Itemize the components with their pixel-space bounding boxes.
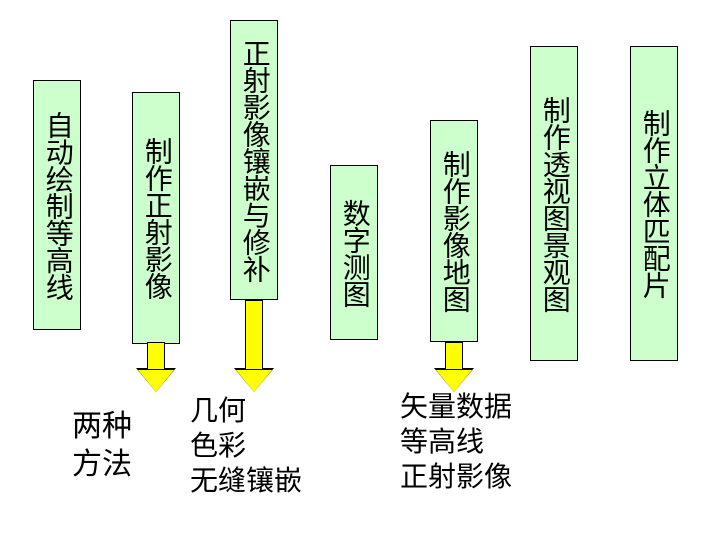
box-perspective: 制作透视图景观图 xyxy=(530,46,578,361)
box-make-ortho: 制作正射影像 xyxy=(132,92,180,344)
arrow-head xyxy=(236,370,272,392)
box-auto-contour: 自动绘制等高线 xyxy=(33,80,81,330)
arrow-head xyxy=(138,370,174,392)
box-label: 数字测图 xyxy=(339,199,368,307)
arrow-head xyxy=(436,370,472,392)
label-vector-data: 矢量数据 等高线 正射影像 xyxy=(400,390,512,495)
box-ortho-mosaic: 正射影像镶嵌与修补 xyxy=(230,20,278,300)
box-label: 制作立体匹配片 xyxy=(639,109,668,298)
box-digital-map: 数字测图 xyxy=(330,165,378,340)
box-label: 制作透视图景观图 xyxy=(539,96,568,312)
label-two-methods: 两种 方法 xyxy=(72,408,132,483)
arrow-stem xyxy=(147,342,165,370)
box-label: 制作影像地图 xyxy=(439,150,468,312)
box-image-map: 制作影像地图 xyxy=(430,120,478,342)
box-label: 制作正射影像 xyxy=(141,137,170,299)
box-stereo-pair: 制作立体匹配片 xyxy=(630,46,678,361)
box-label: 正射影像镶嵌与修补 xyxy=(239,39,268,282)
box-label: 自动绘制等高线 xyxy=(42,111,71,300)
arrow-stem xyxy=(245,300,263,370)
label-geometry-color: 几何 色彩 无缝镶嵌 xyxy=(190,394,302,499)
arrow-stem xyxy=(445,342,463,370)
